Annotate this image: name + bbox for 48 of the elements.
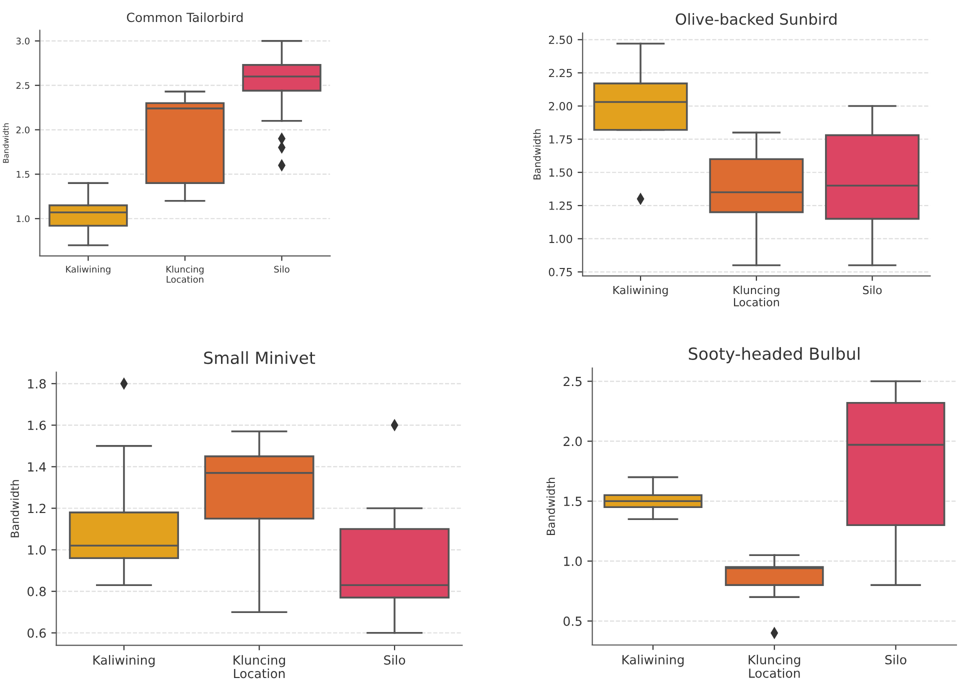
y-tick-label: 1.75 bbox=[549, 135, 572, 144]
x-tick-label: Kaliwining bbox=[613, 286, 668, 296]
chart-title: Small Minivet bbox=[204, 351, 316, 364]
y-tick-label: 2.50 bbox=[548, 36, 572, 44]
y-tick-label: 1.5 bbox=[16, 171, 30, 178]
y-tick-label: 3.0 bbox=[16, 38, 30, 44]
x-tick-label: Kaliwining bbox=[93, 655, 155, 668]
x-tick-label: Kluncing bbox=[166, 266, 204, 274]
y-tick-label: 0.5 bbox=[564, 616, 582, 626]
y-axis-title: Bandwidth bbox=[10, 480, 20, 538]
x-tick-label: Kluncing bbox=[748, 654, 800, 667]
chart-title: Sooty-headed Bulbul bbox=[688, 347, 860, 364]
x-axis-title: Location bbox=[749, 668, 800, 678]
y-tick-label: 0.6 bbox=[28, 628, 46, 638]
x-axis-title: Location bbox=[166, 276, 204, 283]
y-axis-title: Bandwidth bbox=[546, 478, 555, 536]
chart-title: Common Tailorbird bbox=[126, 12, 243, 22]
y-tick-label: 2.25 bbox=[548, 68, 572, 78]
x-tick-label: Kluncing bbox=[734, 286, 780, 296]
y-tick-label: 2.0 bbox=[564, 436, 582, 446]
x-tick-label: Silo bbox=[863, 286, 882, 294]
y-tick-label: 1.2 bbox=[28, 504, 46, 514]
y-axis-title: Bandwidth bbox=[533, 129, 541, 180]
y-tick-label: 1.6 bbox=[28, 420, 46, 430]
y-tick-label: 1.25 bbox=[549, 202, 572, 210]
y-tick-label: 2.5 bbox=[16, 82, 30, 89]
x-axis-title: Location bbox=[734, 298, 779, 306]
y-tick-label: 1.0 bbox=[564, 556, 582, 566]
y-tick-label: 1.00 bbox=[549, 234, 572, 244]
y-tick-label: 0.75 bbox=[548, 268, 572, 276]
x-tick-label: Silo bbox=[274, 266, 290, 273]
y-tick-label: 1.0 bbox=[28, 545, 46, 555]
y-tick-label: 1.4 bbox=[28, 462, 46, 472]
y-tick-label: 2.5 bbox=[564, 376, 582, 386]
y-tick-label: 1.0 bbox=[16, 215, 30, 222]
x-tick-label: Silo bbox=[384, 655, 406, 665]
x-tick-label: Kaliwining bbox=[66, 266, 110, 274]
y-tick-label: 2.00 bbox=[548, 102, 572, 110]
y-tick-label: 0.8 bbox=[28, 586, 46, 596]
x-tick-label: Silo bbox=[885, 654, 906, 664]
y-tick-label: 1.5 bbox=[564, 496, 582, 506]
x-tick-label: Kaliwining bbox=[622, 654, 684, 667]
x-axis-title: Location bbox=[234, 668, 285, 678]
y-tick-label: 2.0 bbox=[16, 126, 30, 134]
y-tick-label: 1.8 bbox=[28, 379, 46, 389]
x-tick-label: Kluncing bbox=[234, 655, 285, 668]
y-tick-label: 1.50 bbox=[549, 168, 572, 177]
chart-title: Olive-backed Sunbird bbox=[676, 13, 836, 25]
